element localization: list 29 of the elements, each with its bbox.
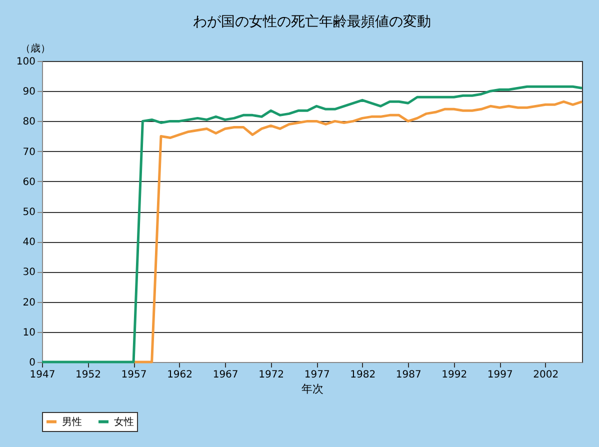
x-axis-title: 年次 xyxy=(302,382,324,396)
y-tick-label: 10 xyxy=(22,327,36,338)
y-tick-label: 0 xyxy=(29,358,36,368)
y-axis-title: （歳） xyxy=(20,42,50,54)
x-tick-label: 2002 xyxy=(533,370,559,380)
x-tick-label: 1952 xyxy=(76,370,101,380)
x-tick-label: 1997 xyxy=(487,370,513,380)
y-tick-label: 90 xyxy=(22,86,36,98)
line-series xyxy=(132,100,584,364)
y-tick-label: 40 xyxy=(22,237,36,248)
x-tick-label: 1947 xyxy=(30,370,56,380)
legend-label: 女性 xyxy=(114,416,134,428)
x-tick-label: 1957 xyxy=(121,370,147,380)
x-tick-label: 1962 xyxy=(167,370,193,380)
legend-label: 男性 xyxy=(62,416,82,428)
y-tick-label: 20 xyxy=(22,297,36,308)
y-tick-label: 50 xyxy=(22,207,36,218)
x-tick-label: 1977 xyxy=(304,370,330,380)
y-tick-label: 30 xyxy=(22,267,36,278)
y-tick-label: 80 xyxy=(22,116,36,128)
x-tick-label: 1972 xyxy=(258,370,284,380)
x-tick-label: 1982 xyxy=(350,370,376,380)
chart-title: わが国の女性の死亡年齢最頻値の変動 xyxy=(193,14,431,30)
y-tick-label: 100 xyxy=(16,56,36,68)
x-tick-label: 1992 xyxy=(442,370,468,380)
x-tick-label: 1967 xyxy=(212,370,238,380)
y-tick-label: 60 xyxy=(22,176,36,188)
x-tick-label: 1987 xyxy=(396,370,422,380)
y-tick-label: 70 xyxy=(22,146,36,158)
